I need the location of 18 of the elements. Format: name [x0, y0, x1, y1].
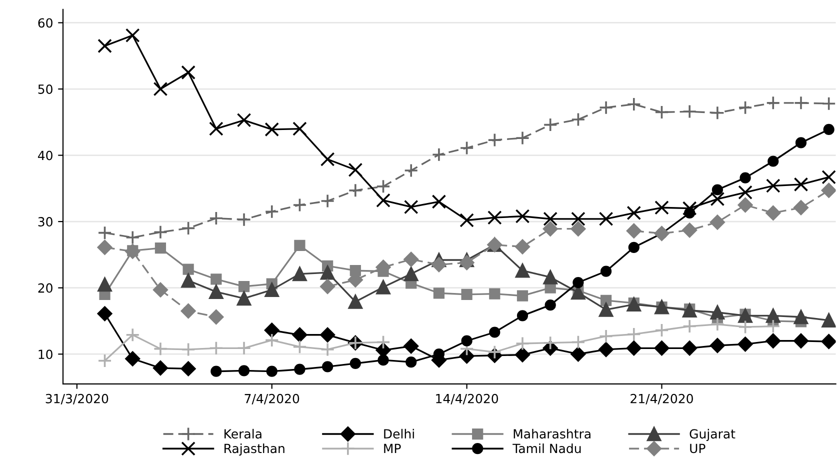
- y-tick-label: 40: [38, 150, 52, 160]
- legend-label: Gujarat: [690, 428, 736, 441]
- legend-label: Delhi: [384, 428, 414, 439]
- legend-label: UP: [690, 444, 706, 454]
- y-tick-label: 50: [38, 84, 52, 94]
- y-tick-label: 20: [38, 283, 52, 293]
- legend-label: Kerala: [224, 428, 262, 439]
- x-tick-label: 31/3/2020: [46, 394, 108, 404]
- y-tick-label: 30: [38, 217, 52, 226]
- legend-label: Tamil Nadu: [512, 443, 581, 454]
- legend-label: MP: [384, 444, 401, 453]
- legend-label: Maharashtra: [514, 428, 590, 439]
- y-tick-label: 10: [38, 350, 52, 360]
- x-tick-label: 14/4/2020: [436, 394, 498, 404]
- y-tick-label: 60: [38, 18, 52, 28]
- legend-label: Rajasthan: [224, 443, 284, 456]
- x-tick-label: 21/4/2020: [630, 394, 693, 404]
- x-tick-label: 7/4/2020: [244, 394, 300, 404]
